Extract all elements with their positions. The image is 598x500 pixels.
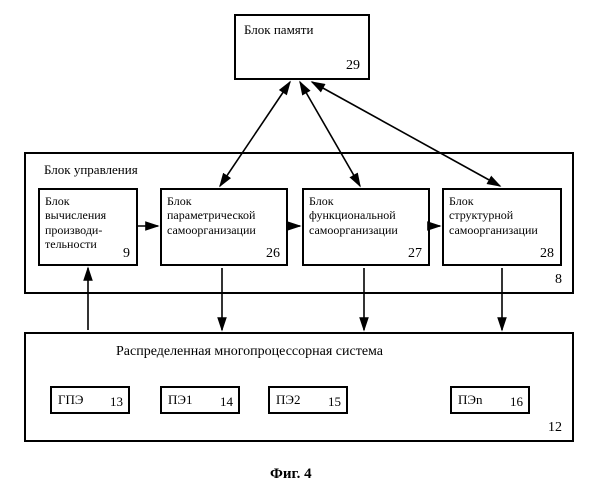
func-label: Блок функциональной самоорганизации [309,194,398,237]
system-num: 12 [548,420,562,436]
pen-num: 16 [510,394,523,410]
gpe-num: 13 [110,394,123,410]
control-num: 8 [555,272,562,288]
func-num: 27 [408,246,422,262]
system-title: Распределенная многопроцессорная система [116,344,383,361]
struct-block: Блок структурной самоорганизации 28 [442,188,562,266]
perf-label: Блок вычисления производи- тельности [45,194,106,252]
perf-block: Блок вычисления производи- тельности 9 [38,188,138,266]
struct-label: Блок структурной самоорганизации [449,194,538,237]
memory-block: Блок памяти 29 [234,14,370,80]
pe1-label: ПЭ1 [168,392,192,408]
param-block: Блок параметрической самоорганизации 26 [160,188,288,266]
figure-caption: Фиг. 4 [270,466,312,483]
pe2-block: ПЭ2 15 [268,386,348,414]
param-label: Блок параметрической самоорганизации [167,194,256,237]
pe2-num: 15 [328,394,341,410]
pen-block: ПЭn 16 [450,386,530,414]
gpe-block: ГПЭ 13 [50,386,130,414]
struct-num: 28 [540,246,554,262]
memory-num: 29 [346,58,360,74]
pen-label: ПЭn [458,392,482,408]
control-title: Блок управления [44,162,138,178]
pe1-num: 14 [220,394,233,410]
pe2-label: ПЭ2 [276,392,300,408]
memory-label: Блок памяти [244,22,313,38]
perf-num: 9 [123,246,130,262]
pe1-block: ПЭ1 14 [160,386,240,414]
param-num: 26 [266,246,280,262]
func-block: Блок функциональной самоорганизации 27 [302,188,430,266]
gpe-label: ГПЭ [58,392,84,408]
